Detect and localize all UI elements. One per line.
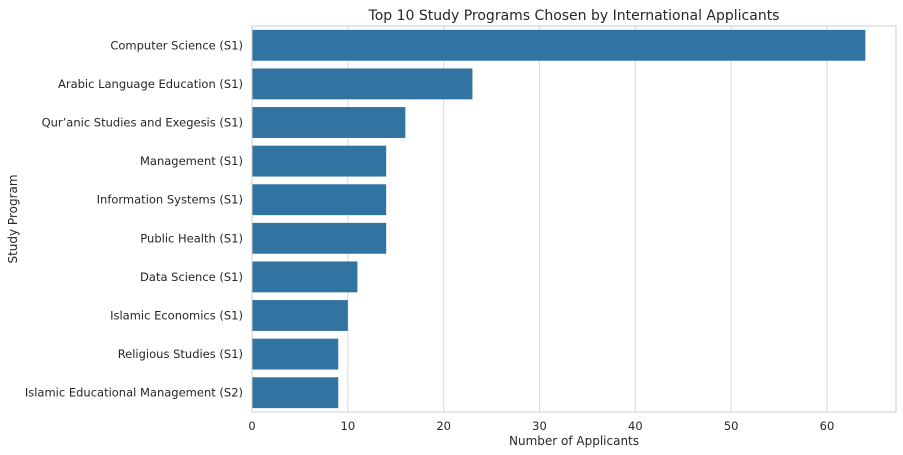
y-tick-label: Islamic Educational Management (S2)	[25, 386, 243, 400]
x-axis-title: Number of Applicants	[509, 434, 639, 448]
bars	[252, 29, 866, 409]
y-axis-title: Study Program	[6, 174, 20, 263]
bar	[252, 377, 339, 409]
x-tick-label: 20	[436, 419, 451, 433]
x-tick-label: 50	[724, 419, 739, 433]
bar	[252, 68, 473, 100]
x-axis-ticks: 0 10 20 30 40 50 60	[248, 419, 834, 433]
y-tick-label: Management (S1)	[140, 154, 243, 168]
bar	[252, 300, 348, 331]
y-tick-label: Arabic Language Education (S1)	[58, 77, 243, 91]
x-tick-label: 30	[532, 419, 547, 433]
bar	[252, 29, 866, 61]
chart-title: Top 10 Study Programs Chosen by Internat…	[368, 8, 780, 24]
bar	[252, 145, 387, 177]
y-tick-label: Islamic Economics (S1)	[110, 309, 243, 323]
y-axis-ticks: Computer Science (S1) Arabic Language Edu…	[25, 38, 243, 399]
bar	[252, 338, 339, 370]
y-tick-label: Religious Studies (S1)	[118, 347, 243, 361]
y-tick-label: Information Systems (S1)	[97, 193, 243, 207]
x-tick-label: 60	[820, 419, 835, 433]
bar	[252, 261, 358, 293]
y-tick-label: Computer Science (S1)	[110, 38, 243, 52]
y-tick-label: Qur’anic Studies and Exegesis (S1)	[42, 116, 243, 130]
x-tick-label: 0	[248, 419, 255, 433]
x-tick-label: 10	[341, 419, 356, 433]
bar	[252, 107, 406, 138]
y-tick-label: Data Science (S1)	[140, 270, 243, 284]
bar	[252, 184, 387, 216]
x-tick-label: 40	[628, 419, 643, 433]
plot-frame	[251, 25, 897, 413]
bar	[252, 222, 387, 254]
y-tick-label: Public Health (S1)	[140, 231, 243, 245]
